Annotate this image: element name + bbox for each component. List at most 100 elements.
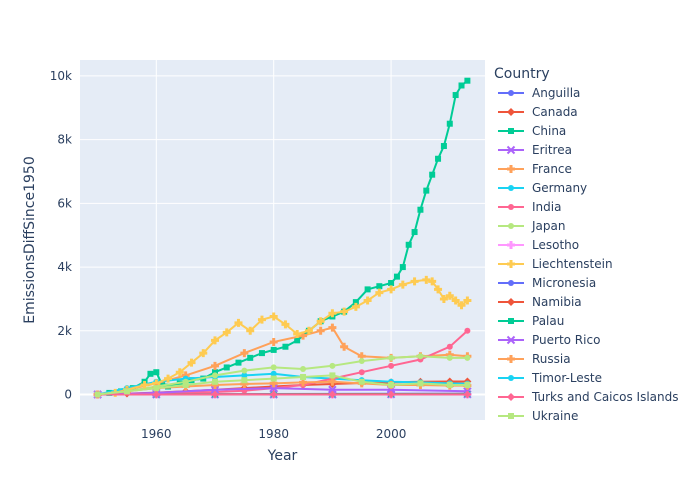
legend-items[interactable]: Anguilla Canada China Eritrea France Germany I… — [498, 86, 678, 423]
data-point — [464, 327, 471, 334]
data-point — [446, 343, 453, 350]
data-point — [329, 372, 336, 379]
data-point — [152, 390, 161, 399]
legend-item-turks-and-caicos-islands[interactable]: Turks and Caicos Islands — [498, 390, 678, 404]
legend-label: Timor-Leste — [531, 371, 602, 385]
data-point — [181, 371, 190, 380]
x-tick-label: 1980 — [258, 427, 289, 441]
data-point — [241, 367, 248, 374]
legend[interactable]: Country Anguilla Canada China Eritrea France… — [494, 66, 678, 423]
y-axis-title: EmissionsDiffSince1950 — [22, 156, 38, 324]
legend-marker — [508, 280, 514, 286]
data-point — [429, 171, 436, 178]
data-point — [464, 381, 471, 388]
data-point — [211, 336, 219, 345]
data-point — [270, 346, 277, 353]
data-point — [223, 364, 230, 371]
legend-marker — [508, 128, 514, 134]
legend-marker — [507, 393, 515, 401]
legend-item-namibia[interactable]: Namibia — [498, 295, 582, 309]
legend-label: Micronesia — [532, 276, 596, 290]
data-point — [411, 229, 418, 236]
y-tick-label: 4k — [57, 260, 72, 274]
legend-item-india[interactable]: India — [498, 200, 561, 214]
data-point — [446, 381, 453, 388]
data-point — [358, 358, 365, 365]
data-point — [175, 368, 184, 377]
x-axis-ticks: 1960 1980 2000 — [141, 427, 406, 441]
data-point — [281, 320, 290, 329]
legend-marker — [508, 223, 514, 229]
data-point — [464, 77, 471, 84]
data-point — [388, 354, 395, 361]
data-point — [153, 385, 160, 392]
legend-marker — [508, 413, 514, 419]
data-point — [451, 296, 460, 305]
legend-marker — [507, 355, 515, 363]
legend-item-france[interactable]: France — [498, 162, 572, 176]
legend-label: Russia — [532, 352, 571, 366]
data-point — [387, 285, 396, 294]
data-point — [240, 349, 249, 358]
legend-label: Canada — [532, 105, 578, 119]
data-point — [269, 390, 278, 399]
data-point — [375, 288, 384, 297]
legend-item-russia[interactable]: Russia — [498, 352, 571, 366]
legend-marker — [507, 298, 515, 306]
data-point — [212, 369, 218, 376]
legend-item-lesotho[interactable]: Lesotho — [498, 238, 579, 252]
legend-item-germany[interactable]: Germany — [498, 181, 587, 195]
data-point — [269, 337, 278, 346]
legend-item-timor-leste[interactable]: Timor-Leste — [498, 371, 602, 385]
legend-item-ukraine[interactable]: Ukraine — [498, 409, 578, 423]
data-point — [293, 329, 302, 338]
legend-marker — [507, 165, 515, 173]
legend-item-canada[interactable]: Canada — [498, 105, 578, 119]
data-point — [328, 323, 337, 332]
data-point — [270, 375, 277, 382]
legend-label: Germany — [532, 181, 587, 195]
data-point — [446, 120, 453, 127]
y-tick-label: 0 — [64, 388, 72, 402]
legend-marker — [508, 90, 514, 96]
data-point — [439, 294, 448, 303]
data-point — [246, 326, 255, 335]
legend-item-puerto-rico[interactable]: Puerto Rico — [498, 333, 600, 347]
data-point — [463, 390, 472, 399]
legend-item-japan[interactable]: Japan — [498, 219, 565, 233]
legend-item-liechtenstein[interactable]: Liechtenstein — [498, 257, 613, 271]
legend-item-palau[interactable]: Palau — [498, 314, 564, 328]
legend-marker — [508, 318, 514, 324]
data-point — [399, 264, 406, 271]
legend-label: Puerto Rico — [532, 333, 600, 347]
legend-item-eritrea[interactable]: Eritrea — [498, 143, 572, 157]
legend-item-micronesia[interactable]: Micronesia — [498, 276, 596, 290]
data-point — [452, 92, 459, 99]
data-point — [269, 383, 278, 393]
data-point — [364, 286, 371, 293]
data-point — [269, 379, 278, 388]
y-tick-label: 8k — [57, 133, 72, 147]
x-tick-label: 1960 — [141, 427, 172, 441]
legend-item-china[interactable]: China — [498, 124, 566, 138]
x-tick-label: 2000 — [376, 427, 407, 441]
plot-background — [80, 60, 485, 420]
legend-label: Lesotho — [532, 238, 579, 252]
data-point — [147, 370, 154, 377]
data-point — [422, 275, 431, 284]
data-point — [388, 280, 395, 287]
legend-label: India — [532, 200, 561, 214]
data-point — [328, 385, 337, 394]
legend-label: Ukraine — [532, 409, 578, 423]
data-point — [457, 301, 466, 310]
legend-marker — [508, 185, 514, 191]
legend-item-anguilla[interactable]: Anguilla — [498, 86, 580, 100]
legend-label: Liechtenstein — [532, 257, 613, 271]
data-point — [270, 370, 277, 377]
data-point — [376, 283, 383, 290]
data-point — [282, 343, 289, 350]
series-line-japan — [97, 355, 468, 396]
data-point — [417, 353, 424, 360]
data-point — [247, 354, 254, 361]
data-point — [328, 390, 337, 399]
